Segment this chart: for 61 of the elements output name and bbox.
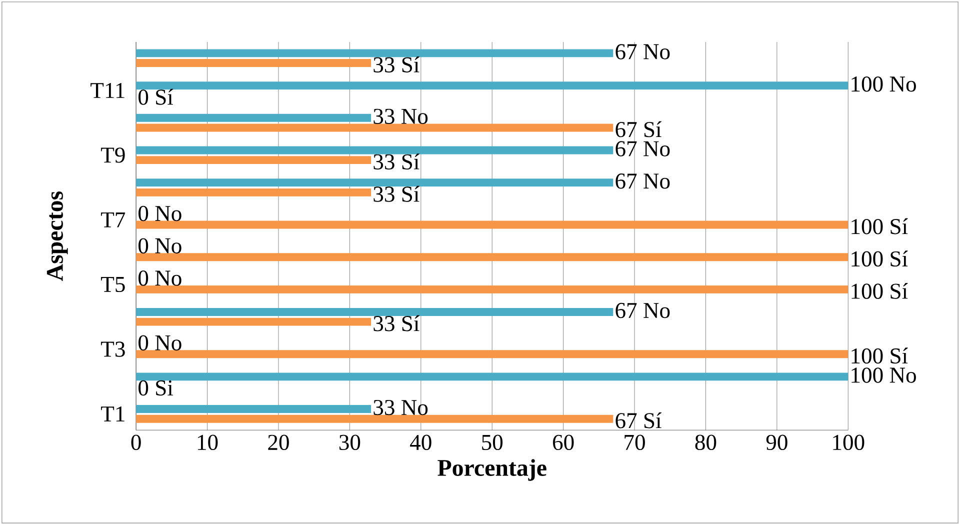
- x-tick-label: 90: [766, 434, 788, 450]
- bar: [136, 114, 372, 122]
- bar: [136, 414, 614, 423]
- bar: [136, 82, 848, 90]
- bar: [136, 188, 372, 196]
- x-axis-title: Porcentaje: [438, 459, 546, 481]
- bar: [136, 178, 614, 187]
- bar: [136, 253, 848, 262]
- data-label: 33 No: [374, 400, 428, 416]
- data-label: 33 No: [374, 108, 428, 124]
- y-tick-label: T7: [101, 212, 126, 228]
- bar: [136, 59, 372, 68]
- data-label: 0 Si: [138, 380, 173, 396]
- y-axis-title: Aspectos: [46, 191, 68, 281]
- data-label: 100 Sí: [852, 250, 908, 267]
- data-label: 0 No: [138, 270, 182, 286]
- x-tick-label: 70: [624, 434, 645, 450]
- y-tick-label: T11: [90, 83, 124, 98]
- bar: [136, 286, 848, 294]
- x-tick-label: 10: [198, 434, 218, 450]
- bar: [136, 405, 372, 413]
- data-label: 67 No: [616, 174, 670, 189]
- data-label: 33 Sí: [374, 315, 420, 332]
- bar: [136, 372, 848, 381]
- bar: [136, 220, 848, 229]
- data-label: 100 No: [852, 368, 916, 383]
- y-tick-label: T1: [101, 406, 124, 422]
- data-label: 33 Sí: [374, 186, 420, 202]
- y-tick-label: T3: [101, 342, 125, 357]
- y-tick-label: T5: [101, 277, 125, 292]
- bar: [136, 318, 372, 326]
- data-label: 67 No: [616, 302, 670, 318]
- data-label: 0 No: [138, 238, 182, 254]
- bar: [136, 124, 614, 132]
- data-label: 0 No: [138, 335, 182, 350]
- x-tick-label: 60: [552, 434, 574, 450]
- data-label: 67 No: [616, 141, 670, 156]
- data-label: 100 Sí: [852, 282, 908, 299]
- data-label: 0 Sí: [138, 88, 174, 105]
- bar: [136, 49, 614, 58]
- data-label: 100 Sí: [852, 218, 908, 234]
- x-tick-label: 40: [410, 434, 432, 450]
- data-label: 67 Sí: [616, 121, 662, 138]
- data-label: 33 Sí: [374, 154, 420, 170]
- bar: [136, 350, 848, 358]
- x-tick-label: 0: [131, 434, 141, 450]
- data-label: 33 Sí: [374, 56, 420, 72]
- x-tick-label: 30: [339, 434, 360, 450]
- x-tick-label: 100: [833, 434, 864, 450]
- x-tick-label: 50: [482, 434, 503, 450]
- x-tick-label: 80: [695, 434, 716, 450]
- data-label: 67 No: [616, 44, 670, 60]
- x-tick-label: 20: [268, 434, 289, 450]
- bar: [136, 308, 614, 316]
- y-tick-label: T9: [101, 148, 125, 163]
- data-label: 100 No: [852, 76, 916, 92]
- data-label: 0 No: [138, 206, 182, 222]
- bar: [136, 156, 372, 164]
- data-label: 100 Sí: [852, 348, 908, 364]
- bar: [136, 146, 614, 154]
- data-label: 67 Sí: [616, 412, 662, 428]
